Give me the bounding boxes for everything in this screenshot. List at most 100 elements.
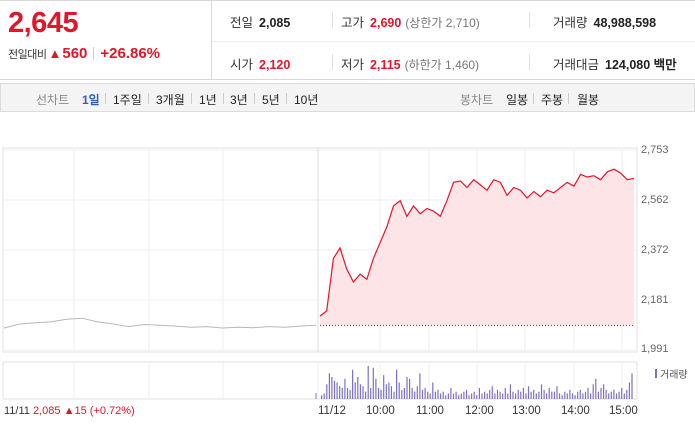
stat-label: 저가	[341, 58, 365, 72]
volume-bar	[465, 389, 468, 399]
tab-10y[interactable]: 10년	[294, 93, 319, 107]
volume-bar	[605, 389, 607, 399]
divider	[286, 93, 287, 104]
tab-daily-candle[interactable]: 일봉	[506, 93, 529, 107]
stat-open: 시가 2,120	[230, 54, 290, 73]
volume-bar	[380, 389, 382, 399]
volume-bar	[406, 377, 408, 399]
stat-label: 거래대금	[553, 58, 600, 72]
volume-bar	[377, 388, 380, 399]
time-axis-label: 13:00	[512, 405, 541, 417]
volume-bar	[455, 391, 457, 399]
volume-bar	[571, 393, 574, 399]
volume-bar	[388, 382, 390, 399]
volume-bar	[489, 389, 491, 399]
volume-bar	[496, 389, 499, 399]
volume-bar	[592, 384, 594, 399]
divider	[212, 41, 695, 42]
volume-bar	[362, 386, 364, 399]
tab-weekly-candle[interactable]: 주봉	[541, 93, 564, 107]
volume-frame	[2, 361, 638, 400]
volume-bar	[543, 389, 545, 399]
divider	[568, 93, 569, 104]
volume-bar	[540, 384, 543, 399]
volume-bar	[354, 382, 356, 399]
divider	[105, 93, 106, 104]
volume-bar	[416, 386, 418, 399]
volume-bar	[491, 386, 493, 399]
volume-bar	[333, 380, 336, 399]
tab-5y[interactable]: 5년	[262, 93, 280, 107]
volume-bar	[437, 389, 439, 399]
volume-bar	[621, 388, 623, 399]
volume-bar	[411, 388, 413, 399]
divider	[529, 12, 530, 28]
prev-day-line	[3, 317, 317, 329]
volume-bar	[618, 391, 620, 399]
stat-high: 고가 2,690 (상한가 2,710)	[341, 12, 480, 31]
time-axis-label: 11:00	[416, 405, 444, 417]
volume-bar	[626, 389, 628, 399]
price-area	[320, 169, 634, 326]
volume-bar	[615, 393, 618, 399]
volume-bar	[566, 393, 568, 399]
volume-bar	[328, 373, 330, 399]
volume-bar	[383, 375, 385, 399]
volume-bar	[476, 395, 478, 399]
volume-bar	[481, 393, 483, 399]
divider	[332, 12, 333, 28]
tab-1w[interactable]: 1주일	[113, 93, 142, 107]
volume-bar	[525, 393, 527, 399]
volume-bar	[590, 393, 592, 399]
stat-trade-value: 거래대금 124,080 백만	[553, 54, 677, 73]
prev-day-close: 2,085	[32, 405, 61, 417]
stat-value: 124,080 백만	[605, 58, 677, 72]
tab-3y[interactable]: 3년	[230, 93, 248, 107]
volume-bar	[546, 393, 548, 399]
volume-bar	[587, 388, 589, 399]
volume-bar	[582, 393, 584, 399]
volume-bar	[372, 367, 374, 399]
tab-monthly-candle[interactable]: 월봉	[577, 93, 600, 107]
tab-1d[interactable]: 1일	[82, 93, 100, 107]
volume-bar	[559, 393, 561, 399]
divider	[533, 93, 534, 104]
volume-bar	[458, 395, 460, 399]
volume-bar	[352, 369, 354, 399]
volume-legend: 거래량	[655, 366, 688, 381]
volume-bar	[473, 391, 475, 399]
volume-bar	[623, 393, 625, 399]
tab-3m[interactable]: 3개월	[156, 93, 185, 107]
price-axis-label: 2,181	[641, 294, 669, 306]
time-axis-label: 14:00	[561, 405, 590, 417]
current-price: 2,645	[8, 7, 79, 39]
volume-bar	[556, 386, 558, 399]
volume-bar	[468, 395, 470, 399]
volume-bar	[375, 378, 377, 399]
chart-period-bar: 선차트 1일 1주일 3개월 1년 3년 5년 10년 봉차트 일봉 주봉 월봉	[0, 83, 695, 112]
volume-bar	[600, 388, 602, 399]
volume-bar	[515, 393, 517, 399]
volume-bar	[548, 388, 550, 399]
volume-bar	[484, 391, 486, 399]
tab-1y[interactable]: 1년	[199, 93, 217, 107]
volume-bar	[471, 393, 473, 399]
volume-bar	[553, 391, 555, 399]
volume-bar	[385, 384, 387, 399]
divider	[93, 47, 95, 60]
volume-bar	[569, 389, 571, 399]
volume-bar	[608, 393, 610, 399]
volume-bar	[365, 391, 367, 399]
prev-day-info: 11/11 2,085 ▲15 (+0.72%)	[4, 405, 135, 417]
up-arrow-icon: ▲	[48, 46, 62, 61]
volume-bar	[421, 389, 424, 399]
price-axis-label: 2,372	[641, 244, 669, 256]
volume-bar	[577, 391, 579, 399]
stat-prev-close: 전일 2,085	[230, 12, 290, 31]
volume-bar	[442, 391, 444, 399]
price-axis-label: 1,991	[641, 343, 669, 355]
volume-bar	[527, 386, 530, 399]
volume-bar	[398, 382, 400, 399]
volume-bar	[613, 389, 615, 399]
